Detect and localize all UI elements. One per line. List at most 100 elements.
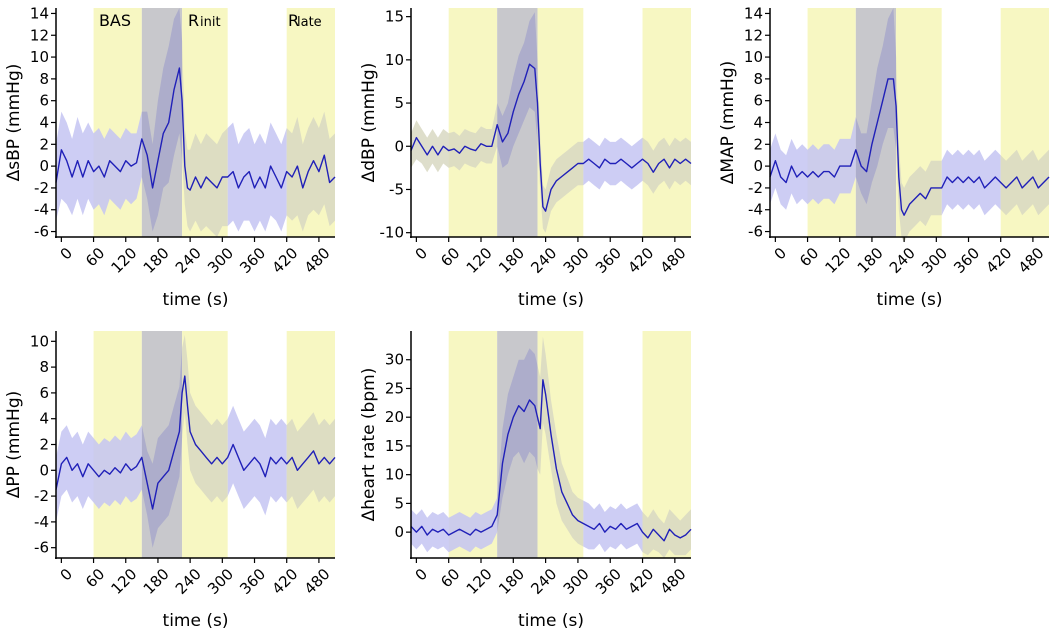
y-tick-label-pp: 10: [30, 332, 49, 350]
phase-shade-dbp-3: [642, 8, 691, 237]
x-tick-label-map: 120: [822, 244, 855, 277]
x-axis-title-pp: time (s): [163, 611, 229, 631]
y-tick-label-map: 8: [753, 70, 763, 88]
y-tick-label-pp: -6: [34, 539, 49, 557]
x-tick-label-sbp: 60: [82, 244, 108, 270]
y-tick-label-hr: 0: [394, 523, 404, 541]
y-tick-label-sbp: 14: [30, 4, 49, 22]
x-tick-label-sbp: 0: [57, 244, 76, 263]
x-tick-label-map: 0: [771, 244, 790, 263]
x-tick-label-pp: 180: [140, 565, 173, 598]
stimulus-shade-sbp-1: [141, 8, 183, 237]
x-tick-label-dbp: 420: [624, 244, 657, 277]
y-tick-label-hr: 15: [385, 437, 404, 455]
x-axis-title-map: time (s): [877, 290, 943, 310]
panel-map: -6 -4 -2 0 2 4 6 8 10 12 14 0 60 120 180 240 300 360 420 48…: [718, 4, 1050, 310]
ci-band-dbp-2: [537, 59, 584, 233]
y-tick-label-map: -2: [748, 179, 763, 197]
y-tick-label-pp: 8: [39, 358, 49, 376]
y-tick-label-hr: 30: [385, 351, 404, 369]
x-tick-label-map: 360: [950, 244, 983, 277]
y-tick-label-map: 12: [744, 26, 763, 44]
y-tick-label-pp: 4: [39, 410, 49, 428]
x-tick-label-hr: 480: [657, 565, 690, 598]
y-tick-label-dbp: 5: [394, 94, 404, 112]
y-tick-label-sbp: 2: [39, 135, 49, 153]
y-tick-label-dbp: 10: [385, 51, 404, 69]
y-tick-label-hr: 25: [385, 379, 404, 397]
ci-band-map-2: [896, 57, 942, 243]
x-tick-label-dbp: 60: [437, 244, 463, 270]
y-tick-label-pp: 2: [39, 436, 49, 454]
ci-band-map-1: [855, 8, 897, 205]
ci-band-hr-3: [583, 500, 643, 553]
ci-band-pp-1: [141, 347, 183, 548]
y-tick-label-sbp: 0: [39, 157, 49, 175]
x-tick-label-map: 300: [918, 244, 951, 277]
x-tick-label-hr: 120: [463, 565, 496, 598]
mean-line-map: [769, 78, 1050, 216]
stimulus-shade-map-1: [855, 8, 897, 237]
y-tick-label-hr: 20: [385, 408, 404, 426]
x-tick-label-dbp: 0: [412, 244, 431, 263]
mean-line-hr: [410, 379, 692, 542]
y-tick-label-sbp: -2: [34, 179, 49, 197]
stimulus-shade-hr-1: [497, 331, 538, 558]
x-tick-label-sbp: 240: [172, 244, 205, 277]
x-tick-label-sbp: 300: [204, 244, 237, 277]
ci-band-dbp-0: [411, 103, 498, 173]
y-axis-title-dbp: ΔdBP (mmHg): [359, 63, 379, 183]
x-tick-label-pp: 240: [172, 565, 205, 598]
y-tick-label-map: 0: [753, 157, 763, 175]
x-tick-label-pp: 420: [268, 565, 301, 598]
y-tick-label-map: -6: [748, 223, 763, 241]
x-tick-label-dbp: 360: [592, 244, 625, 277]
x-tick-label-hr: 360: [592, 565, 625, 598]
y-tick-label-sbp: 8: [39, 70, 49, 88]
y-axis-title-pp: ΔPP (mmHg): [4, 391, 24, 499]
stimulus-shade-dbp-1: [497, 8, 538, 237]
x-axis-title-dbp: time (s): [518, 290, 584, 310]
ci-band-pp-4: [286, 412, 335, 509]
y-tick-label-sbp: 12: [30, 26, 49, 44]
x-tick-label-sbp: 360: [236, 244, 269, 277]
y-tick-label-pp: -4: [34, 513, 49, 531]
x-tick-label-pp: 480: [301, 565, 334, 598]
x-tick-label-sbp: 420: [268, 244, 301, 277]
y-axis-title-sbp: ΔsBP (mmHg): [4, 64, 24, 182]
y-tick-label-map: -4: [748, 201, 763, 219]
y-axis-title-map: ΔMAP (mmHg): [718, 61, 738, 185]
x-tick-label-pp: 300: [204, 565, 237, 598]
x-axis-title-hr: time (s): [518, 611, 584, 631]
phase-label-bas: BAS: [99, 11, 131, 30]
ci-band-pp-2: [182, 334, 228, 503]
x-tick-label-dbp: 480: [657, 244, 690, 277]
x-tick-label-pp: 60: [82, 565, 108, 591]
y-tick-label-map: 4: [753, 114, 763, 132]
x-tick-label-dbp: 300: [560, 244, 593, 277]
ci-band-sbp-1: [141, 8, 183, 232]
x-tick-label-map: 240: [886, 244, 919, 277]
x-tick-label-dbp: 180: [495, 244, 528, 277]
x-axis-title-sbp: time (s): [163, 290, 229, 310]
ci-band-pp-0: [56, 425, 142, 522]
x-tick-label-hr: 180: [495, 565, 528, 598]
phase-shade-map-0: [807, 8, 856, 237]
y-tick-label-pp: -2: [34, 487, 49, 505]
ci-band-hr-2: [537, 336, 584, 547]
y-axis-title-hr: Δheart rate (bpm): [359, 368, 379, 522]
ci-band-dbp-4: [642, 137, 691, 194]
x-tick-label-dbp: 240: [527, 244, 560, 277]
x-tick-label-hr: 420: [624, 565, 657, 598]
x-tick-label-map: 180: [854, 244, 887, 277]
y-tick-label-pp: 0: [39, 461, 49, 479]
y-tick-label-sbp: 6: [39, 92, 49, 110]
y-tick-label-sbp: 4: [39, 114, 49, 132]
mean-line-pp: [55, 375, 336, 510]
x-tick-label-sbp: 480: [301, 244, 334, 277]
ci-band-dbp-1: [497, 12, 538, 168]
panel-pp: -6 -4 -2 0 2 4 6 8 10 0 60 120 180 240 300 360 420 480 tim…: [4, 331, 336, 631]
ci-band-sbp-3: [227, 122, 287, 232]
phase-label-rlate-sub: late: [297, 15, 322, 30]
